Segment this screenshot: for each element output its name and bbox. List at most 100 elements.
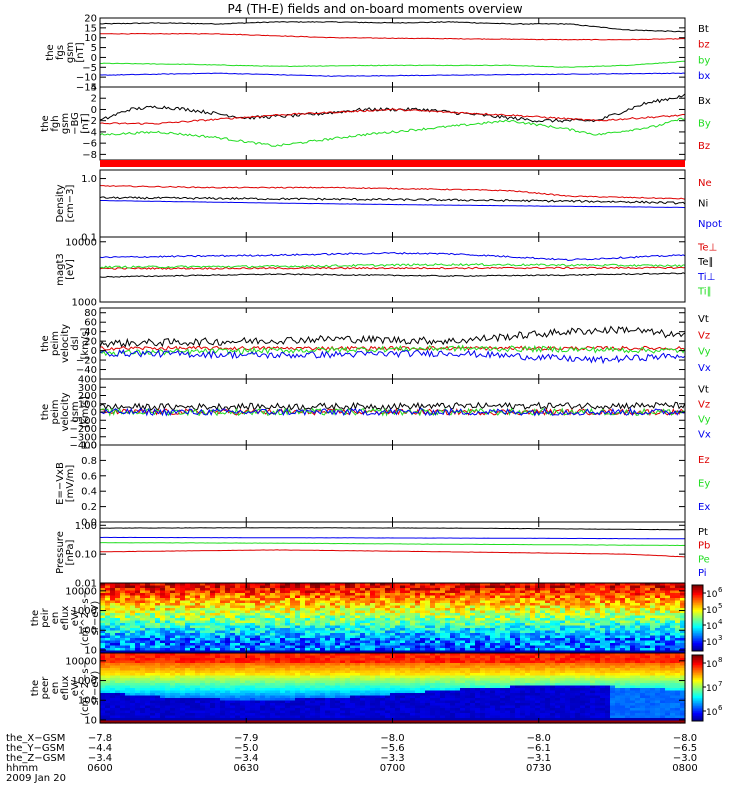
spec-cell [380,643,386,647]
spec-cell [385,588,391,592]
spec-cell [120,718,126,722]
spec-cell [425,623,431,627]
spec-cell [380,610,386,614]
spec-cell [300,678,306,682]
spec-cell [455,608,461,612]
spec-cell [320,633,326,637]
spec-cell [295,590,301,594]
spec-cell [625,590,631,594]
spec-cell [415,623,421,627]
spec-cell [245,615,251,619]
spec-cell [380,603,386,607]
frame-pressure [99,521,686,584]
spec-cell [305,598,311,602]
spec-cell [275,668,281,672]
spec-cell [235,595,241,599]
spec-cell [130,703,136,707]
spec-cell [420,585,426,589]
spec-cell [105,708,111,712]
spec-cell [645,608,651,612]
spec-cell [595,633,601,637]
spec-cell [125,713,131,717]
spec-cell [290,698,296,702]
spec-cell [600,628,606,632]
spec-cell [265,590,271,594]
spec-cell [125,705,131,709]
spec-cell [390,610,396,614]
spec-cell [130,665,136,669]
spec-cell [180,638,186,642]
spec-cell [515,623,521,627]
spec-cell [500,618,506,622]
spec-cell [315,675,321,679]
spec-cell [400,615,406,619]
spec-cell [580,583,586,587]
spec-cell [110,705,116,709]
spec-cell [130,718,136,722]
spec-cell [170,605,176,609]
spec-cell [140,623,146,627]
spec-cell [680,638,686,642]
spec-cell [185,698,191,702]
spec-cell [310,653,316,657]
spec-cell [155,618,161,622]
spec-cell [285,648,291,652]
spec-cell [310,673,316,677]
spec-cell [335,605,341,609]
spec-cell [570,615,576,619]
spec-cell [290,713,296,717]
series-pressure-2 [100,542,685,547]
spec-cell [105,643,111,647]
spec-cell [610,593,616,597]
spec-cell [415,593,421,597]
spec-cell [250,690,256,694]
spec-cell [465,630,471,634]
spec-cell [175,645,181,649]
spec-cell [540,598,546,602]
spec-cell [445,620,451,624]
spec-cell [595,605,601,609]
ylabel-panels.1-line-0: the [40,115,51,131]
spec-cell [110,615,116,619]
colorbar-frame-peir-eflux [691,584,704,652]
spec-cell [285,685,291,689]
spec-cell [590,645,596,649]
series-fgs-0 [100,21,685,33]
spec-cell [290,645,296,649]
spec-cell [385,608,391,612]
spec-cell [195,680,201,684]
spec-cell [550,620,556,624]
spec-cell [565,630,571,634]
spec-cell [275,700,281,704]
spec-cell [310,590,316,594]
spec-cell [520,598,526,602]
spec-cell [590,615,596,619]
spec-cell [125,633,131,637]
spec-cell [330,690,336,694]
spec-cell [540,608,546,612]
spec-cell [120,675,126,679]
spec-cell [195,720,201,724]
spec-cell [240,648,246,652]
spec-cell [510,613,516,617]
spec-cell [245,648,251,652]
spec-cell [510,605,516,609]
spec-cell [225,615,231,619]
spec-cell [165,710,171,714]
spec-cell [225,583,231,587]
spec-cell [165,703,171,707]
spec-cell [590,623,596,627]
spec-cell [555,590,561,594]
spec-cell [260,643,266,647]
spec-cell [680,600,686,604]
spec-cell [290,623,296,627]
spec-cell [180,608,186,612]
spec-cell [235,670,241,674]
spec-cell [655,610,661,614]
spec-cell [485,585,491,589]
spec-cell [600,585,606,589]
spec-cell [385,645,391,649]
spec-cell [105,630,111,634]
spec-cell [625,643,631,647]
